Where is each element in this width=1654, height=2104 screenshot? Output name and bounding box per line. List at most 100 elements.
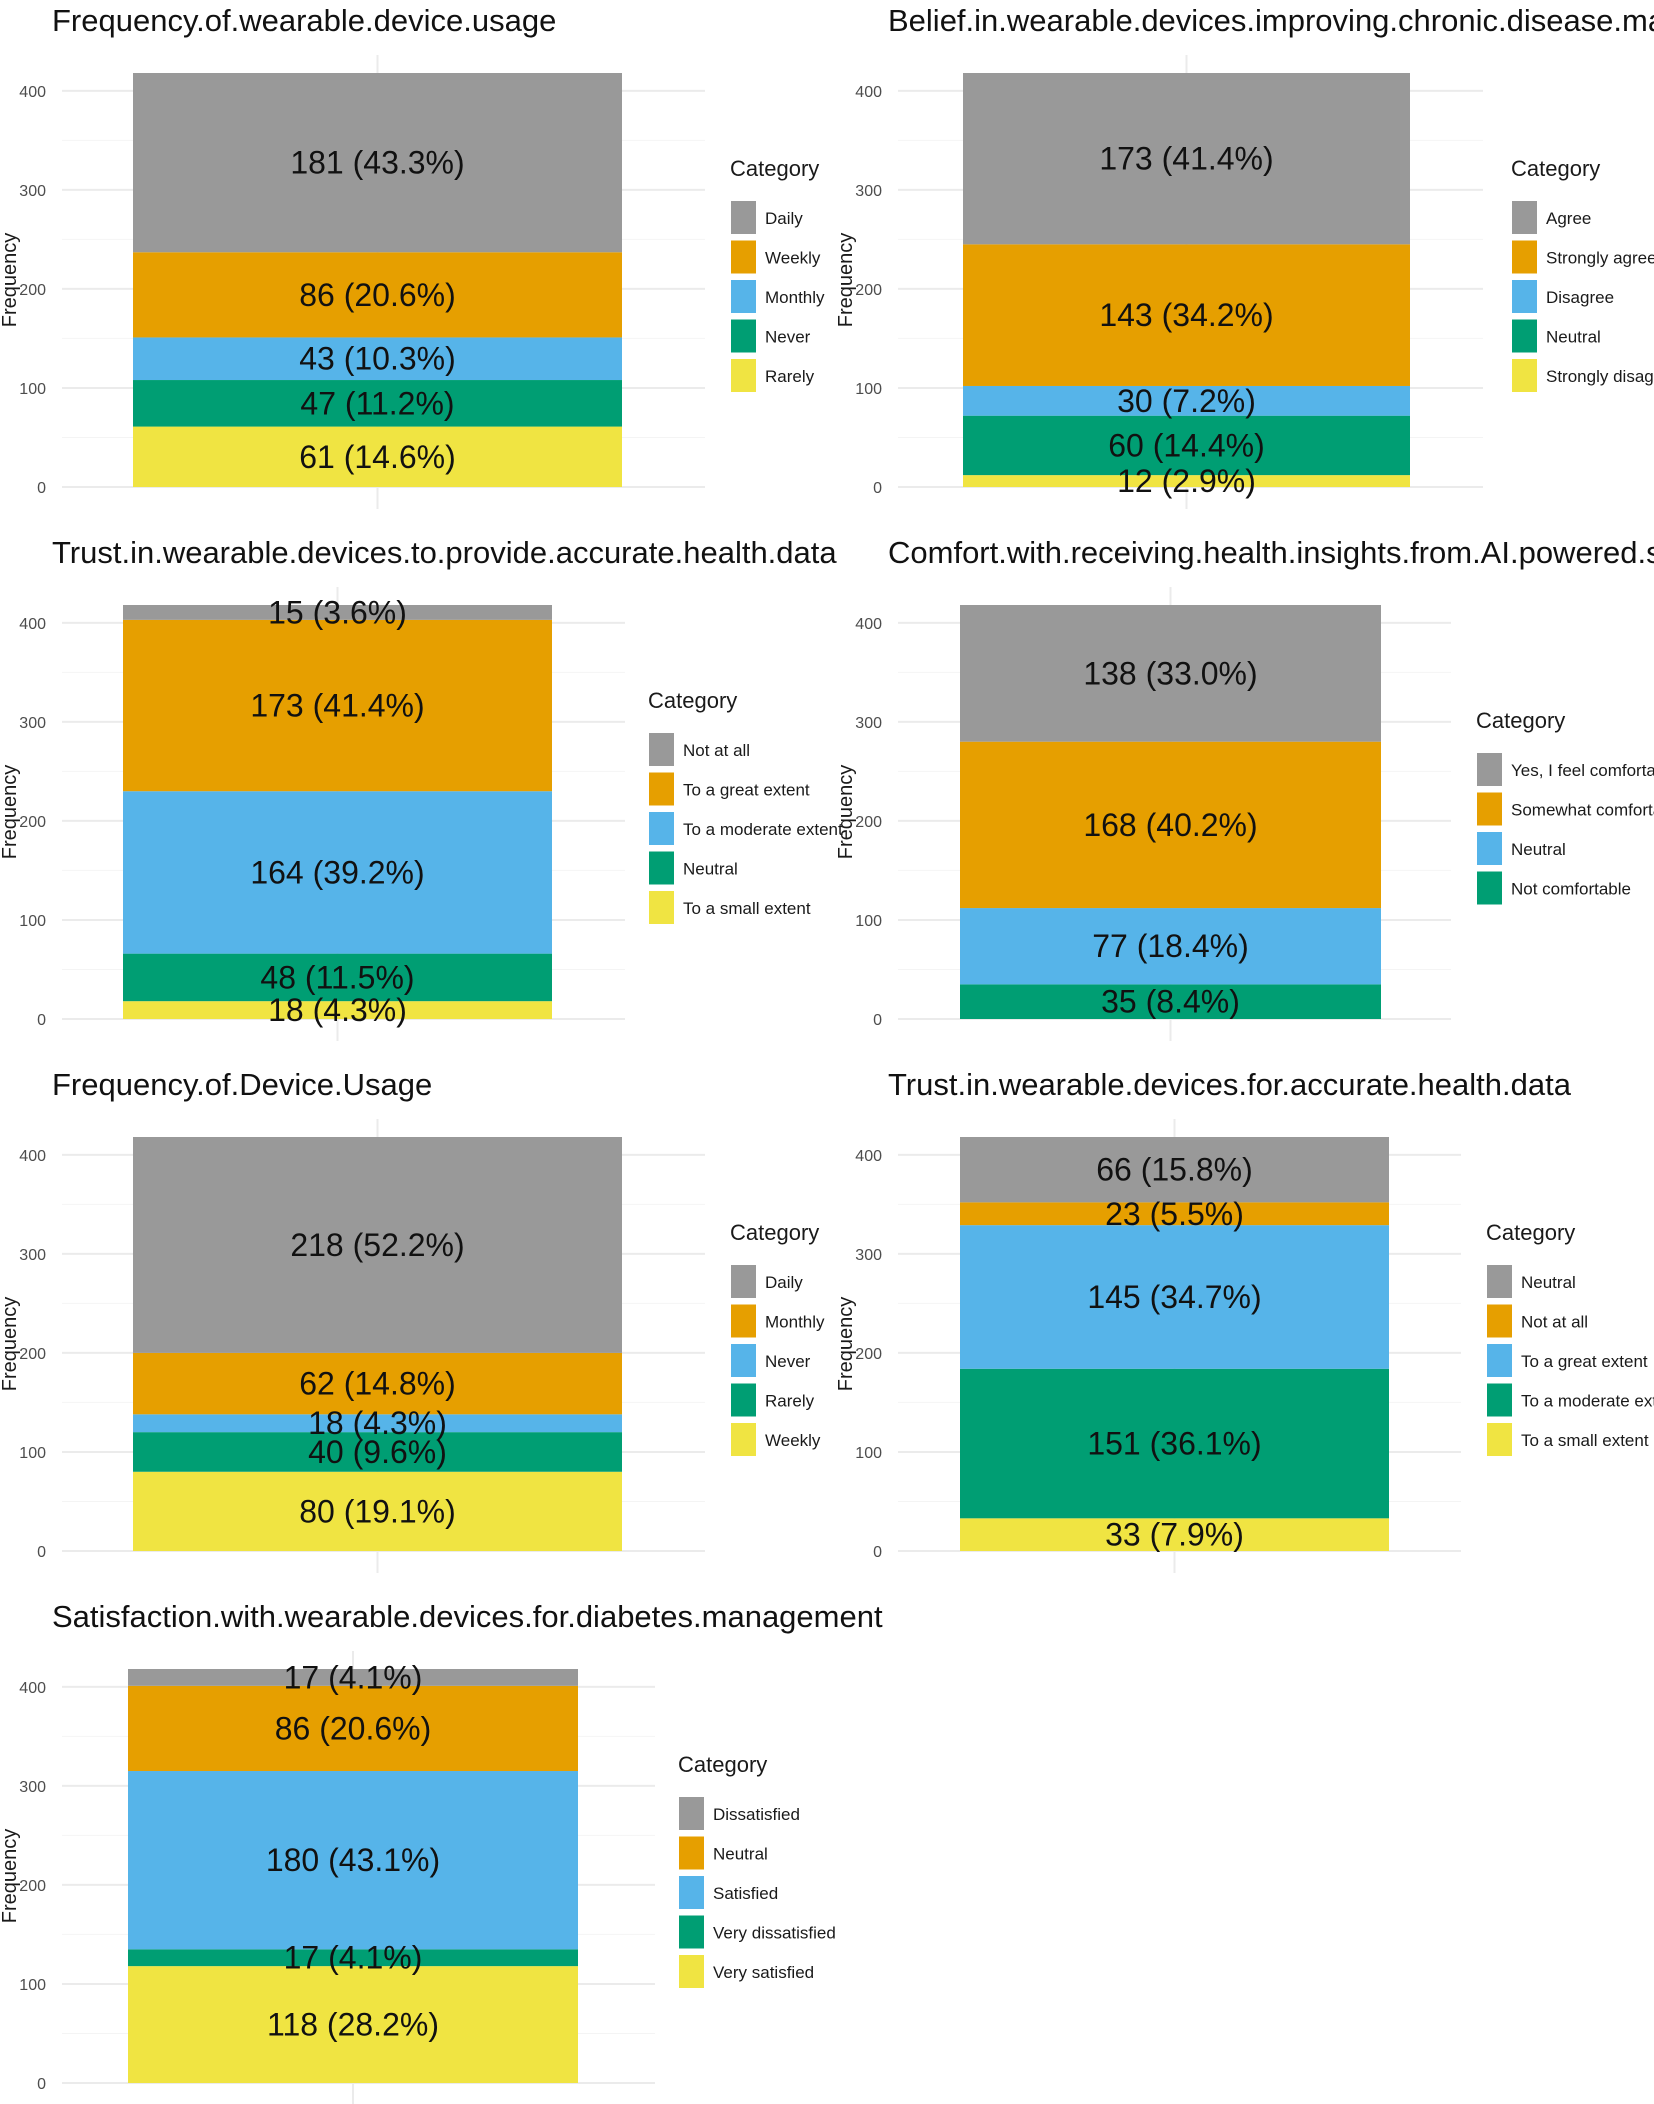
legend-swatch [1487, 1304, 1512, 1338]
chart-title: Trust.in.wearable.devices.for.accurate.h… [888, 1067, 1572, 1102]
bar-segment [128, 1949, 578, 1967]
legend-swatch [731, 240, 756, 274]
y-tick-label: 300 [19, 1779, 46, 1796]
y-tick-label: 400 [19, 1680, 46, 1697]
y-tick-label: 300 [855, 1247, 882, 1264]
legend-swatch [731, 1265, 756, 1298]
y-tick-label: 0 [873, 1544, 882, 1561]
data-label: 168 (40.2%) [1083, 807, 1257, 843]
chart-title: Trust.in.wearable.devices.to.provide.acc… [52, 535, 837, 570]
bar-segment [960, 908, 1381, 985]
legend-label: Satisfied [713, 1884, 778, 1903]
legend-swatch [1477, 832, 1502, 865]
bar-segment [963, 73, 1410, 245]
bar-segment [960, 1225, 1389, 1369]
bar-segment [960, 1137, 1389, 1203]
y-tick-label: 400 [855, 616, 882, 633]
legend-swatch [731, 1344, 756, 1377]
bar-segment [133, 1414, 622, 1433]
legend-swatch [731, 1423, 756, 1456]
legend-label: Neutral [1511, 840, 1566, 859]
bar-segment [960, 1518, 1389, 1551]
chart-title: Satisfaction.with.wearable.devices.for.d… [52, 1599, 883, 1634]
data-label: 62 (14.8%) [299, 1366, 456, 1402]
legend-label: Very dissatisfied [713, 1924, 836, 1943]
chart-panel-7: 0 100 200 300 400 Satisfaction.with.wearable.… [0, 1599, 883, 2104]
bar-segment [963, 415, 1410, 476]
data-label: 43 (10.3%) [299, 341, 456, 377]
data-label: 77 (18.4%) [1092, 928, 1249, 964]
y-axis-label: Frequency [0, 1829, 21, 1924]
y-tick-label: 100 [855, 913, 882, 930]
y-tick-label: 200 [855, 1346, 882, 1363]
data-label: 30 (7.2%) [1117, 383, 1256, 419]
legend-swatch [1477, 871, 1502, 905]
bar-segment [123, 605, 552, 620]
chart-panel-6: 0 100 200 300 400 Trust.in.wearable.devices.f… [835, 1067, 1654, 1573]
bar-segment [123, 953, 552, 1002]
bar-segment [960, 741, 1381, 909]
bar-segment [123, 619, 552, 792]
data-label: 180 (43.1%) [266, 1842, 440, 1878]
legend-swatch [1512, 240, 1537, 274]
legend-label: Yes, I feel comfortable [1511, 761, 1654, 780]
legend-swatch [679, 1797, 704, 1830]
y-tick-label: 0 [873, 1012, 882, 1029]
data-label: 23 (5.5%) [1105, 1196, 1244, 1232]
data-label: 15 (3.6%) [268, 594, 407, 630]
legend-title: Category [678, 1752, 767, 1777]
chart-title: Frequency.of.wearable.device.usage [52, 3, 556, 38]
y-tick-label: 200 [855, 282, 882, 299]
y-axis-label: Frequency [0, 765, 21, 860]
legend-label: Somewhat comfortable [1511, 801, 1654, 820]
data-label: 151 (36.1%) [1087, 1426, 1261, 1462]
bar-segment [133, 426, 622, 487]
legend-label: Not at all [1521, 1313, 1588, 1332]
bar-segment [128, 1669, 578, 1686]
data-label: 181 (43.3%) [290, 145, 464, 181]
bar-segment [133, 1432, 622, 1472]
legend-swatch [1487, 1423, 1512, 1456]
legend-swatch [1487, 1344, 1512, 1377]
data-label: 40 (9.6%) [308, 1434, 447, 1470]
legend-label: Monthly [765, 288, 825, 307]
y-tick-label: 100 [855, 1445, 882, 1462]
legend-swatch [649, 812, 674, 845]
legend-swatch [649, 772, 674, 806]
legend-swatch [731, 201, 756, 234]
legend-label: Daily [765, 209, 803, 228]
legend-label: Weekly [765, 249, 821, 268]
data-label: 61 (14.6%) [299, 439, 456, 475]
legend-label: Dissatisfied [713, 1805, 800, 1824]
legend-swatch [731, 280, 756, 313]
legend-label: Agree [1546, 209, 1591, 228]
y-tick-label: 300 [19, 183, 46, 200]
y-tick-label: 400 [19, 1148, 46, 1165]
bar-segment [963, 385, 1410, 416]
data-label: 118 (28.2%) [267, 2007, 439, 2043]
y-tick-label: 200 [19, 1878, 46, 1895]
y-tick-label: 100 [19, 1445, 46, 1462]
legend-title: Category [648, 688, 737, 713]
legend-label: Very satisfied [713, 1963, 814, 1982]
legend-swatch [1477, 753, 1502, 786]
y-tick-label: 200 [19, 282, 46, 299]
y-tick-label: 100 [19, 1977, 46, 1994]
bar-segment [960, 984, 1381, 1019]
y-axis-label: Frequency [0, 1297, 21, 1392]
bar-segment [133, 380, 622, 427]
y-axis-label: Frequency [835, 233, 857, 328]
y-tick-label: 100 [855, 381, 882, 398]
legend-label: Weekly [765, 1431, 821, 1450]
y-tick-label: 400 [855, 1148, 882, 1165]
legend-label: Never [765, 328, 811, 347]
y-axis-label: Frequency [835, 1297, 857, 1392]
bar-segment [128, 1771, 578, 1950]
data-label: 143 (34.2%) [1099, 297, 1273, 333]
y-tick-label: 400 [855, 84, 882, 101]
data-label: 145 (34.7%) [1087, 1279, 1261, 1315]
chart-panel-5: 0 100 200 300 400 Frequency.of.Device.Usage Fr… [0, 1067, 825, 1573]
y-tick-label: 0 [37, 1012, 46, 1029]
chart-panel-2: 0 100 200 300 400 Belief.in.wearable.devices.… [835, 3, 1654, 509]
